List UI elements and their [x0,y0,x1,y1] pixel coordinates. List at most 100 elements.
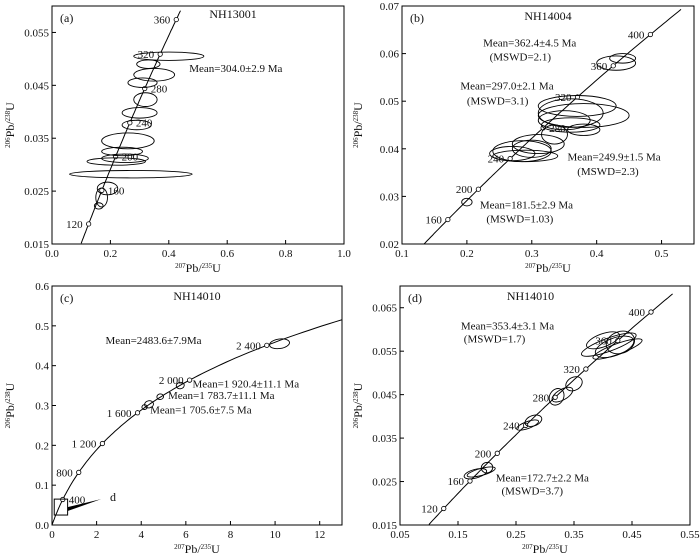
y-tick-label: 0.3 [35,401,49,413]
y-axis-label-part: Pb/ [3,401,17,418]
error-ellipse [101,153,149,164]
age-label: 800 [56,467,73,479]
error-ellipse [511,139,552,158]
x-axis-label-sup2: 235 [202,262,213,270]
error-ellipse [516,419,540,431]
y-tick-label: 0.035 [372,433,397,445]
mean-age-annotation: (MSWD=2.1) [490,52,552,64]
x-axis-label-sup1: 207 [525,262,536,270]
y-axis-label: 206Pb/238U [351,382,365,428]
x-tick-label: 0.45 [622,529,642,541]
error-ellipse [586,331,620,350]
error-ellipse [269,338,290,350]
age-label: 360 [154,15,171,27]
y-axis-label-part: Pb/ [351,121,365,138]
axes-frame [401,5,695,245]
mean-age-annotation: (MSWD=1.03) [486,214,553,226]
age-label: 1 600 [107,408,132,420]
plot-area [52,319,342,525]
age-label: 200 [122,152,139,164]
y-tick-label: 0.4 [35,361,49,373]
x-tick-label: 0.2 [104,248,118,260]
y-tick-label: 0.02 [380,239,399,251]
error-ellipse [141,404,148,410]
age-marker [76,469,82,475]
y-axis-label-part: Pb/ [351,401,365,418]
x-axis-label-sup2: 235 [552,262,563,270]
x-tick-label: 0.3 [525,248,539,260]
age-label: 400 [628,29,645,41]
y-tick-label: 0.2 [35,440,49,452]
error-ellipse [541,117,601,133]
error-ellipse [537,110,591,131]
age-marker [475,186,481,192]
y-axis-label-sup2: 238 [352,391,360,402]
x-tick-label: 0.8 [279,248,293,260]
axes-frame [399,285,691,526]
y-axis-label-end: U [351,102,365,111]
panel-title: NH14010 [507,289,554,303]
age-label: 120 [421,504,438,516]
x-axis-label-end: U [562,261,571,275]
y-axis-label-sup2: 238 [4,391,12,402]
y-tick-label: 0.0 [35,520,49,532]
age-label: 200 [475,448,492,460]
age-label: 120 [66,219,83,231]
y-tick-label: 0.055 [24,27,49,39]
axes-frame [51,5,345,245]
x-axis-label-sup1: 207 [522,543,533,551]
y-axis-label-end: U [3,382,17,391]
age-marker [99,187,105,194]
age-label: 240 [488,154,505,166]
panel-label: (a) [60,11,73,25]
error-ellipse [592,338,643,360]
age-marker [187,377,193,383]
error-ellipse [121,119,152,131]
x-axis-label-part: Pb/ [186,261,203,275]
mean-age-annotation: (MSWD=3.7) [502,486,564,498]
panel-label: (d) [408,291,422,305]
age-marker [552,394,558,400]
x-axis-label-end: U [559,542,568,556]
x-tick-label: 0.15 [448,529,468,541]
error-ellipse [463,468,488,480]
x-axis-label-sup1: 207 [174,543,185,551]
y-tick-label: 0.03 [380,191,400,203]
error-ellipse [86,157,146,166]
error-ellipse [537,95,617,117]
x-axis-label-part: Pb/ [533,542,550,556]
y-tick-label: 0.04 [380,144,400,156]
mean-age-annotation: (MSWD=2.3) [577,166,639,178]
y-tick-label: 0.045 [372,390,397,402]
age-label: 240 [136,118,153,130]
error-ellipse [175,381,185,390]
age-label: 2 400 [236,340,261,352]
error-ellipse [537,98,604,128]
age-marker [86,221,92,227]
inset-label: d [110,490,116,504]
mean-age-annotation: Mean=1 705.6±7.5 Ma [150,404,252,416]
age-label: 160 [425,215,442,227]
panel-label: (b) [410,11,424,25]
age-marker [99,440,106,447]
age-label: 280 [533,392,550,404]
x-tick-label: 0.4 [590,248,604,260]
y-axis-label-end: U [351,382,365,391]
x-tick-label: 0 [49,529,55,541]
error-ellipse [511,134,565,155]
x-axis-label-end: U [212,261,221,275]
age-marker [583,366,589,372]
x-tick-label: 0.6 [220,248,234,260]
y-tick-label: 0.05 [380,96,400,108]
x-axis-label-sup2: 235 [201,543,212,551]
age-marker [134,410,141,416]
mean-age-annotation: Mean=353.4±3.1 Ma [461,320,554,332]
age-label: 400 [69,495,86,507]
x-axis-label-sup1: 207 [175,262,186,270]
age-label: 320 [555,92,572,104]
x-tick-label: 4 [138,529,144,541]
error-ellipse [567,123,601,136]
age-label: 2 000 [159,375,184,387]
